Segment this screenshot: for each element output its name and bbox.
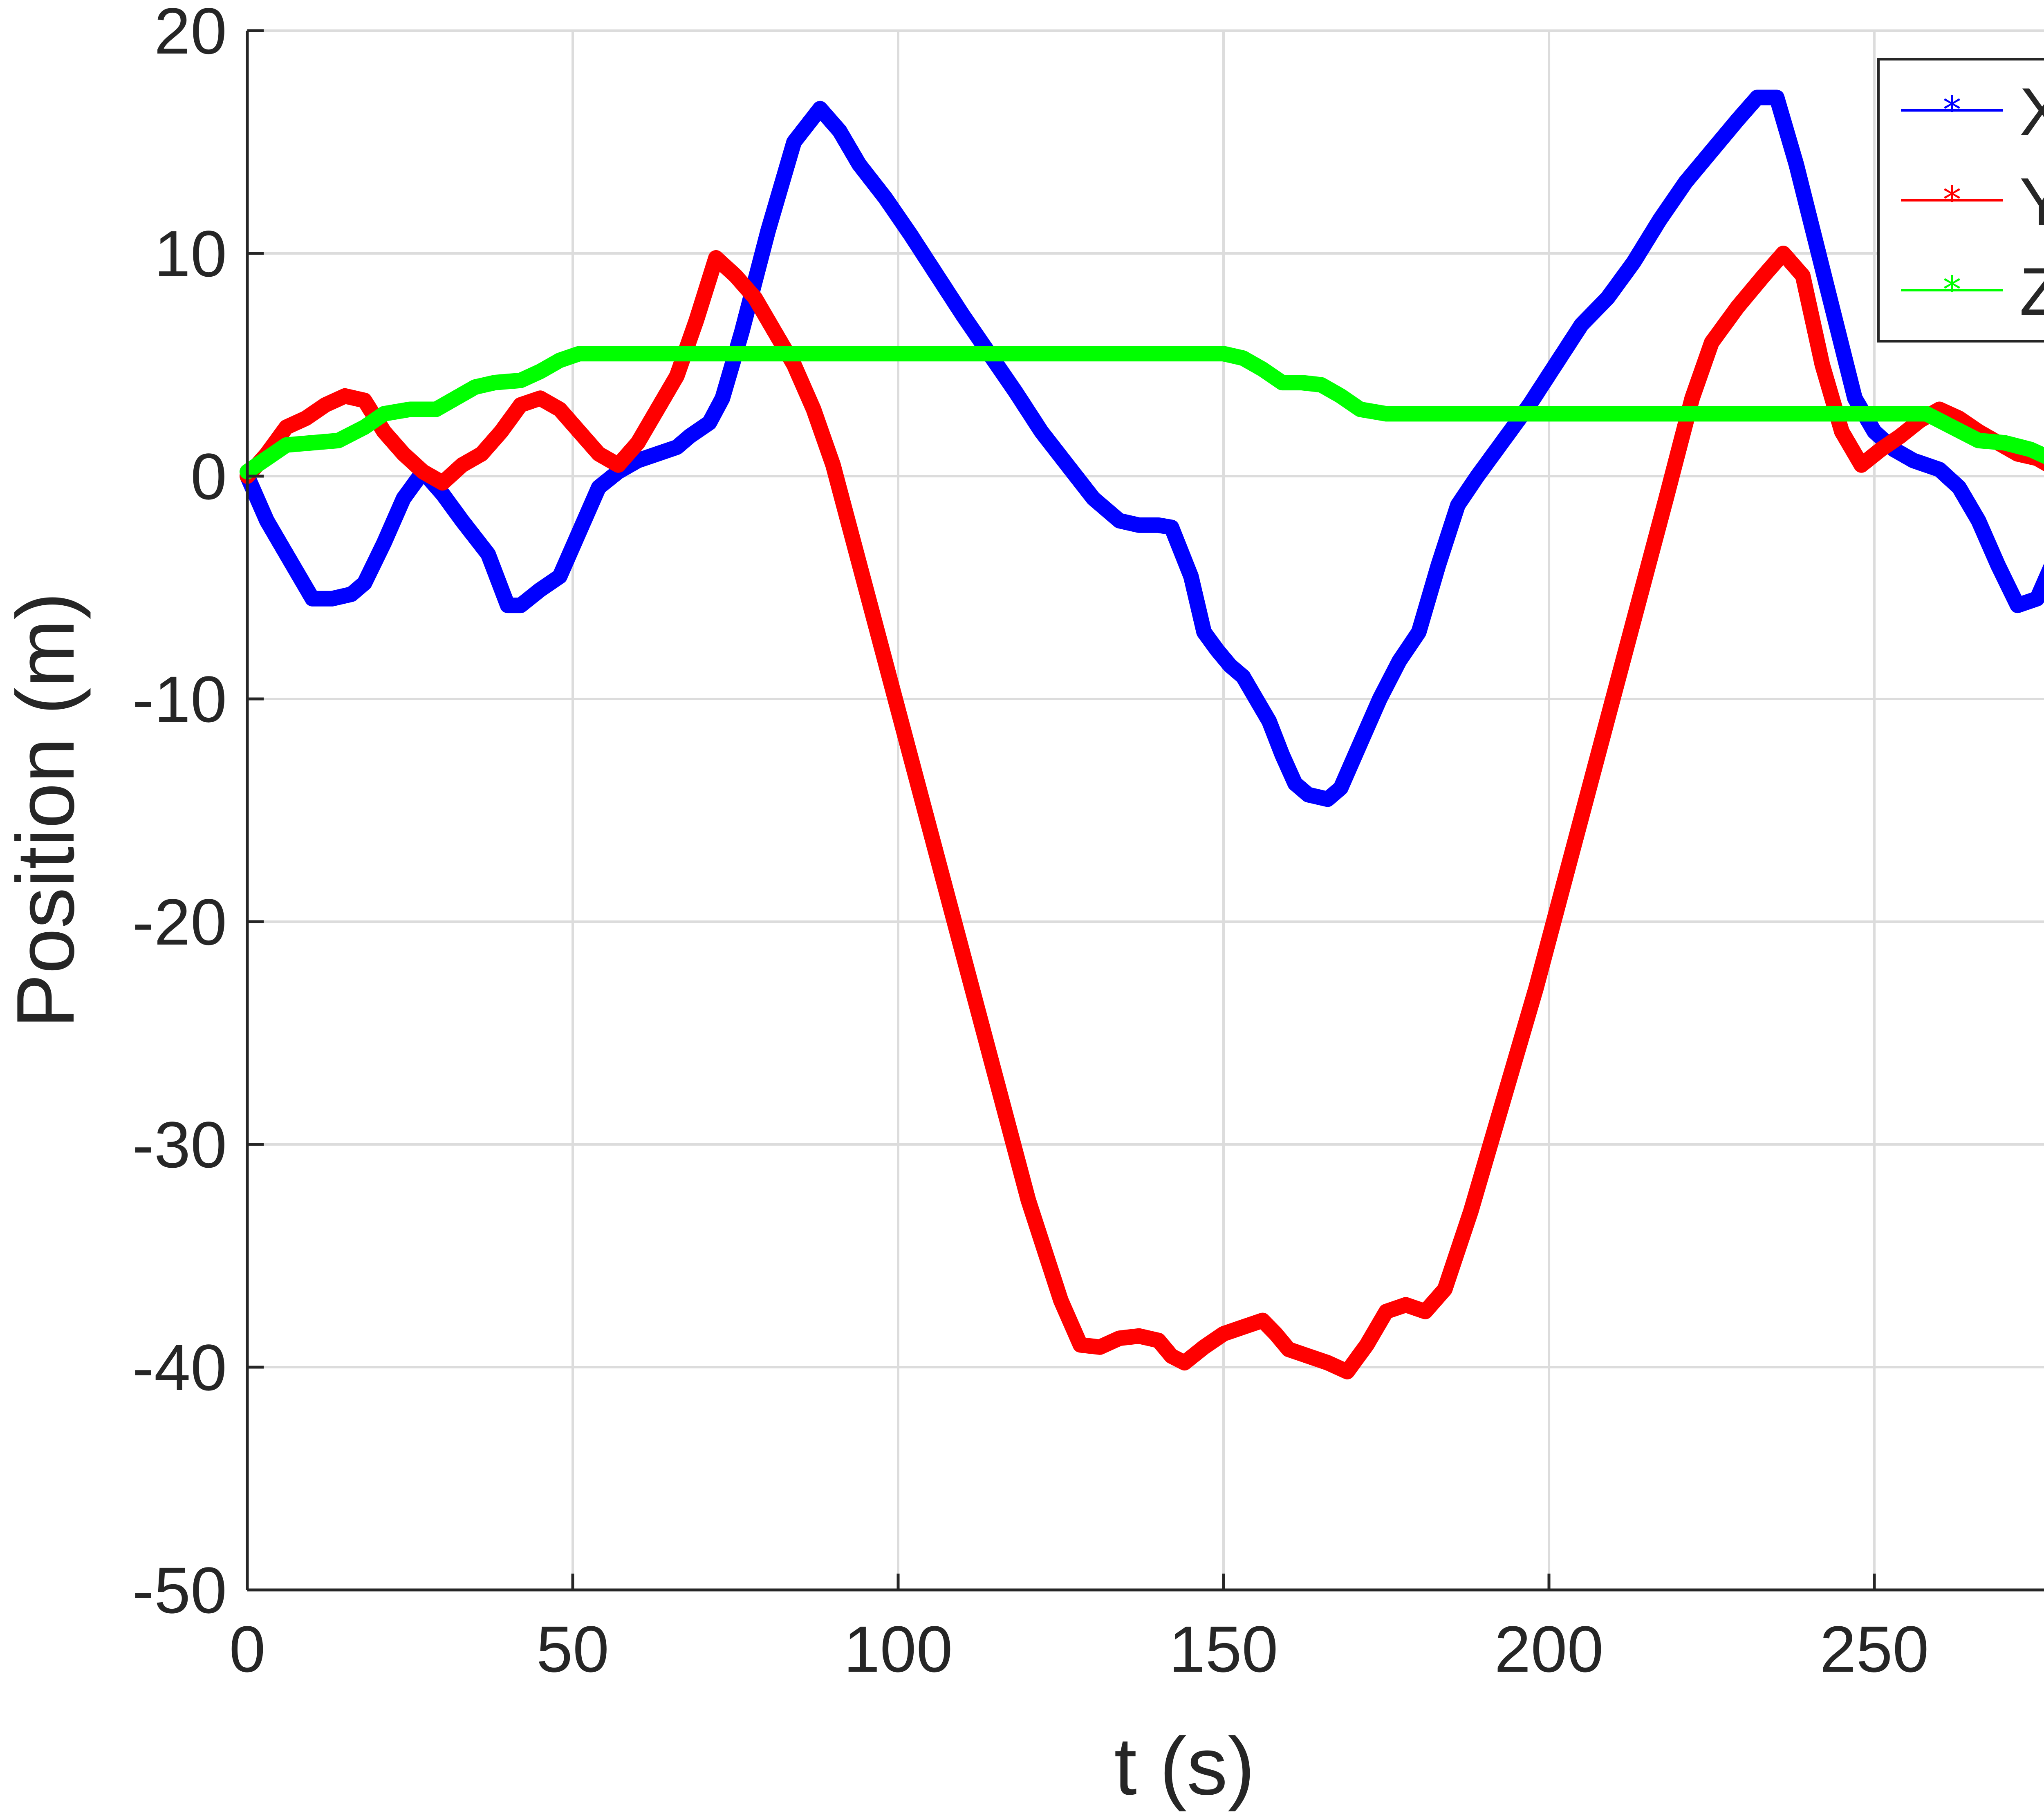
series-line-x bbox=[240, 90, 2044, 807]
y-tick-label: 10 bbox=[154, 217, 227, 290]
y-tick-label: 20 bbox=[154, 0, 227, 67]
legend-marker-icon: * bbox=[1943, 89, 1961, 132]
legend-label-y: Y bbox=[2019, 164, 2044, 239]
y-tick-label: -10 bbox=[132, 663, 227, 736]
legend-label-z: Z bbox=[2019, 254, 2044, 329]
legend: * X * Y * Z bbox=[1877, 58, 2044, 343]
y-tick-label: 0 bbox=[191, 440, 227, 513]
x-tick-label: 0 bbox=[229, 1612, 266, 1686]
x-tick-label: 250 bbox=[1820, 1612, 1929, 1686]
y-tick-label: -50 bbox=[132, 1554, 227, 1627]
legend-label-x: X bbox=[2019, 74, 2044, 149]
axes bbox=[246, 29, 2044, 1592]
x-tick-label: 100 bbox=[844, 1612, 953, 1686]
y-tick-label: -30 bbox=[132, 1108, 227, 1181]
y-tick-label: -40 bbox=[132, 1331, 227, 1404]
legend-marker-icon: * bbox=[1943, 269, 1961, 311]
y-tick-label: -20 bbox=[132, 885, 227, 958]
series-lines bbox=[240, 90, 2044, 1379]
legend-marker-icon: * bbox=[1943, 179, 1961, 222]
x-tick-label: 200 bbox=[1495, 1612, 1604, 1686]
y-axis-label: Position (m) bbox=[0, 592, 91, 1028]
x-tick-label: 50 bbox=[536, 1612, 609, 1686]
x-tick-label: 150 bbox=[1169, 1612, 1278, 1686]
series-line-y bbox=[240, 246, 2044, 1379]
series-line-z bbox=[240, 346, 2044, 480]
legend-items: * X * Y * Z bbox=[1901, 74, 2044, 329]
x-axis-label: t (s) bbox=[1114, 1721, 1255, 1812]
